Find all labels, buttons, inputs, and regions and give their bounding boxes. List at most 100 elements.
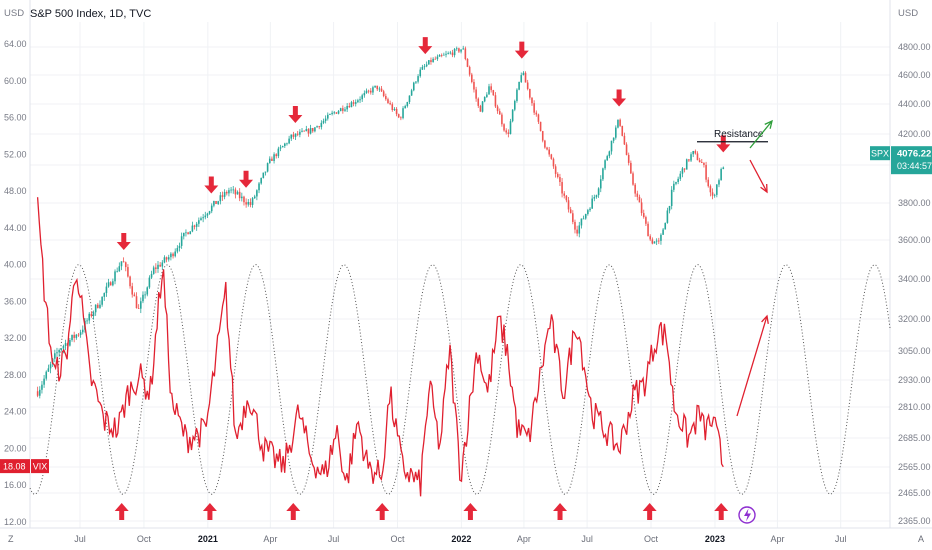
spx-candle-body [589,208,591,211]
spx-candle-body [595,195,598,198]
resistance-label: Resistance [714,129,764,140]
right-y-tick-label: 2565.00 [898,462,931,472]
spx-candle-body [477,98,480,106]
spx-candle-body [486,94,488,97]
right-y-tick-label: 2685.00 [898,433,931,443]
spx-candle-body [189,231,192,235]
spx-candle-body [503,124,505,131]
x-tick-label: Jul [74,534,86,544]
spx-candle-body [213,200,215,206]
spx-candle-body [630,162,632,174]
spx-candle-body [574,221,576,230]
spx-candle-body [690,154,692,161]
spx-candle-body [268,158,271,164]
spx-candle-body [610,140,613,152]
spx-candle-body [45,371,48,379]
spx-candle-body [602,168,604,180]
spx-candle-body [152,267,155,274]
spx-candle-body [195,223,198,227]
top-down-arrow [612,89,627,107]
spx-candle-body [533,103,535,113]
spx-candle-body [692,151,694,155]
spx-candle-body [705,164,707,180]
spx-candle-body [225,192,228,194]
spx-candle-body [462,48,465,50]
spx-candle-body [342,108,344,111]
spx-candle-body [582,218,585,220]
left-y-tick-label: 52.00 [4,149,27,159]
spx-candle-body [88,313,91,321]
x-tick-label: 2021 [198,534,218,544]
spx-candle-body [146,287,149,295]
bottom-up-arrow [714,503,729,520]
bottom-up-arrow [286,503,301,520]
right-y-tick-label: 3600.00 [898,235,931,245]
spx-candle-body [243,196,245,203]
spx-candle-body [647,223,649,237]
spx-candle-body [127,267,129,277]
spx-candle-body [228,190,230,194]
spx-candle-body [668,205,671,211]
x-tick-label: 2022 [451,534,471,544]
spx-candle-body [638,196,641,203]
spx-candle-body [550,154,553,159]
spx-candle-body [202,217,204,219]
spx-candle-body [114,271,116,282]
spx-candle-body [458,48,460,52]
spx-candle-body [210,205,213,212]
x-tick-label: Jul [835,534,847,544]
spx-candle-body [253,196,256,199]
x-tick-label: 2023 [705,534,725,544]
spx-candle-body [481,101,484,112]
spx-candle-body [357,100,359,103]
spx-candle-body [466,59,469,67]
projection-up-green-arrow [749,120,773,149]
spx-candle-body [277,148,280,157]
spx-candle-body [666,210,669,223]
spx-candle-body [247,202,250,205]
spx-candle-body [301,130,303,132]
spx-candle-body [73,334,75,338]
bottom-up-arrow [375,503,390,520]
spx-candle-body [165,257,168,260]
left-y-tick-label: 48.00 [4,186,27,196]
spx-candle-body [537,114,540,122]
spx-candle-body [443,54,445,56]
spx-candle-body [374,85,376,88]
spx-candle-body [447,53,449,54]
top-down-arrow [239,170,254,188]
spx-candle-body [623,135,626,145]
right-y-tick-label: 3400.00 [898,274,931,284]
spx-candle-body [535,112,538,115]
spx-candle-body [423,66,426,68]
bottom-up-arrow [202,503,217,520]
spx-candle-body [81,329,84,333]
spx-candle-body [382,91,385,97]
spx-candle-body [541,131,544,141]
spx-candle-body [122,261,125,263]
spx-candle-body [234,189,237,195]
spx-candle-body [109,282,112,286]
right-y-tick-label: 3800.00 [898,198,931,208]
spx-candle-body [673,183,675,190]
spx-candle-body [569,209,572,214]
spx-candle-body [511,109,514,122]
spx-candle-body [219,195,222,202]
right-y-tick-label: 4200.00 [898,129,931,139]
spx-candle-body [116,271,118,273]
spx-candle-body [172,253,174,257]
spx-candle-body [664,222,667,230]
spx-candle-body [337,111,340,114]
spx-candle-body [47,368,50,372]
spx-candle-body [509,121,512,134]
spx-candle-body [385,96,387,100]
spx-candle-body [273,154,275,161]
bottom-up-arrow [553,503,568,520]
spx-candle-body [137,308,140,309]
spx-candle-body [193,225,196,227]
spx-candle-body [361,95,363,100]
spx-candle-body [271,158,273,161]
spx-candle-body [281,146,284,148]
